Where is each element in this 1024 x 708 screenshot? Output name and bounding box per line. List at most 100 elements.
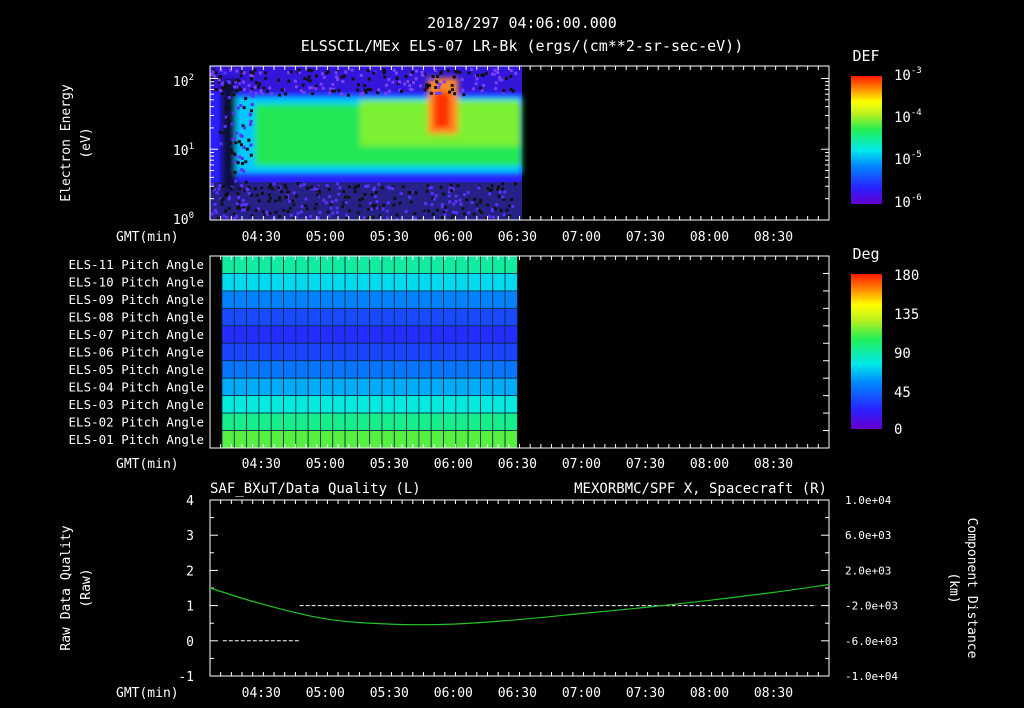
noise-dot [366,87,370,91]
noise-dot [215,191,219,195]
noise-dot [450,83,454,87]
noise-dot [451,88,455,92]
noise-dot [263,213,267,217]
pitch-cell [455,395,469,414]
pitch-cell [233,325,248,344]
pitch-cell [246,342,260,362]
pitch-cell [283,290,297,309]
noise-dot [372,71,376,75]
noise-dot [385,216,389,220]
pitch-cell [258,290,272,309]
noise-dot [406,80,410,84]
pitch-cell [332,325,346,344]
pitch-cell [393,255,408,274]
noise-dot [247,138,251,142]
noise-dot [225,215,229,219]
pitch-cell [418,273,432,292]
pitch-cell [418,395,432,414]
noise-dot [454,199,458,203]
pitch-cell [233,430,248,449]
pitch-cell [246,290,260,309]
pitch-cell [480,360,494,379]
noise-dot [238,187,242,191]
quality-left-tick-label: 4 [186,494,194,509]
pitch-cell [504,273,518,292]
pitch-cell [467,273,481,292]
noise-dot [509,198,513,202]
noise-dot [368,202,372,206]
pitch-cell [283,412,297,431]
noise-dot [210,182,214,186]
noise-dot [482,83,486,87]
time-tick-label: 07:00 [562,686,601,701]
noise-dot [233,170,237,174]
noise-dot [314,84,318,88]
noise-dot [444,209,448,213]
noise-dot [452,75,456,79]
noise-dot [498,77,502,81]
pitch-cell [504,255,518,274]
noise-dot [438,91,442,95]
quality-ylabel-right: Component Distance [964,518,979,659]
time-axis-1: 04:30 05:00 05:30 06:00 06:30 07:00 07:30 08:00… [209,66,830,245]
pitch-cell [430,377,444,397]
pitch-cell [381,342,395,362]
time-tick-label: 04:30 [242,457,281,472]
noise-dot [249,109,253,113]
noise-dot [229,148,233,152]
noise-dot [302,183,306,187]
noise-dot [230,122,234,126]
pitch-cell [430,395,444,414]
noise-dot [496,71,500,75]
noise-dot [476,208,480,212]
noise-dot [294,194,298,198]
noise-dot [260,92,264,96]
noise-dot [408,190,412,194]
pitch-cell [418,342,432,362]
noise-dot [237,79,241,83]
noise-dot [223,71,227,75]
noise-dot [212,74,216,78]
pitch-cell [406,290,420,309]
noise-dot [404,74,408,78]
pitch-cell [369,377,383,397]
noise-dot [322,198,326,202]
noise-dot [350,68,354,72]
plot-title: ELSSCIL/MEx ELS-07 LR-Bk (ergs/(cm**2-sr… [301,37,744,55]
pitch-cell [467,342,481,362]
noise-dot [502,197,506,201]
noise-dot [240,70,244,74]
noise-dot [404,209,408,213]
pitch-cell [344,430,358,449]
noise-dot [325,184,329,188]
noise-dot [439,185,443,189]
time-tick-label: 05:00 [306,686,345,701]
noise-dot [236,192,240,196]
pitch-cell [233,255,248,274]
def-tick-1e-4: 10-4 [894,108,922,126]
pitch-angle-cells [221,255,518,449]
noise-dot [241,124,245,128]
pitch-row-label: ELS-06 Pitch Angle [69,345,204,360]
deg-tick-135: 135 [894,307,919,323]
noise-dot [502,89,506,93]
noise-dot [364,90,368,94]
noise-dot [411,80,415,84]
noise-dot [210,76,214,80]
noise-dot [346,93,350,97]
noise-dot [474,82,478,86]
pitch-cell [381,325,395,344]
noise-dot [438,82,442,86]
noise-dot [244,96,248,100]
pitch-cell [393,342,408,362]
noise-dot [373,195,377,199]
noise-dot [353,186,357,190]
noise-dot [495,203,499,207]
noise-dot [276,78,280,82]
noise-dot [513,182,517,186]
noise-dot [388,186,392,190]
noise-dot [242,106,246,110]
noise-dot [213,208,217,212]
noise-dot [397,80,401,84]
noise-dot [314,74,318,78]
